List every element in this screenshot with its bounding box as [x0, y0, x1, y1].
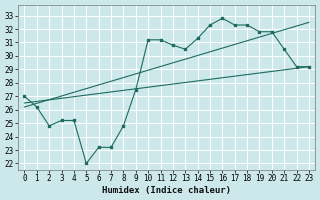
X-axis label: Humidex (Indice chaleur): Humidex (Indice chaleur) [102, 186, 231, 195]
